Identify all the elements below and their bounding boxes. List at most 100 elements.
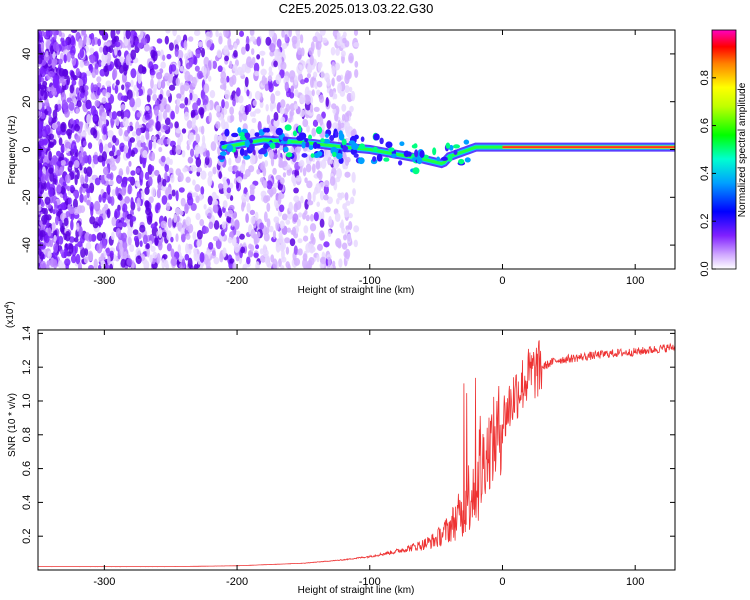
spectrogram-cell — [166, 89, 171, 98]
spectrogram-cell — [69, 84, 75, 94]
spectrogram-cell — [152, 63, 159, 70]
spectrogram-cell — [114, 84, 119, 95]
spectrogram-cell — [207, 175, 213, 187]
spectrogram-cell — [195, 157, 202, 168]
spectrogram-cell — [38, 74, 41, 85]
spectrogram-cell — [239, 233, 245, 240]
spectrogram-cell — [162, 124, 169, 130]
spectrogram-cell — [185, 176, 191, 183]
spectrogram-cell — [125, 30, 131, 40]
spectrogram-cell — [103, 65, 108, 73]
spectrogram-cell — [66, 97, 72, 103]
spectrogram-cell — [227, 236, 233, 244]
spectrogram-cell — [118, 194, 123, 201]
spectrogram-cell — [90, 105, 97, 116]
ridge-blob — [397, 160, 403, 166]
ridge-blob — [298, 132, 307, 140]
spectrogram-cell — [284, 34, 288, 42]
spectrogram-cell — [203, 226, 209, 234]
ridge-blob — [412, 167, 420, 175]
spectrogram-cell — [112, 68, 118, 80]
spectrogram-cell — [195, 195, 200, 204]
spectrogram-cell — [321, 111, 326, 119]
spectrogram-cell — [102, 166, 109, 176]
spectrogram-cell — [267, 78, 273, 90]
ridge-blob — [334, 130, 339, 138]
spectrogram-cell — [38, 123, 42, 129]
spectrogram-cell — [38, 31, 41, 42]
spectrogram-cell — [331, 65, 336, 75]
spectrogram-cell — [349, 86, 353, 93]
ridge-blob — [379, 137, 384, 145]
spectrogram-cell — [209, 90, 216, 99]
spectrogram-cell — [280, 61, 287, 71]
spectrogram-cell — [224, 55, 230, 62]
spectrogram-cell — [157, 138, 163, 145]
spectrogram-cell — [106, 58, 111, 66]
spectrogram-cell — [145, 242, 150, 250]
spectrogram-cell — [218, 134, 223, 143]
spectrogram-cell — [218, 207, 223, 219]
spectrogram-cell — [67, 197, 72, 205]
spectrogram-cell — [87, 250, 94, 262]
spectrogram-cell — [189, 92, 193, 101]
spectrogram-cell — [167, 217, 173, 229]
spectrogram-cell — [63, 217, 69, 227]
spectrogram-cell — [202, 94, 209, 106]
spectrogram-cell — [127, 41, 132, 51]
spectrogram-cell — [140, 141, 146, 148]
spectrogram-cell — [116, 110, 123, 117]
spectrogram-cell — [111, 216, 117, 227]
spectrogram-cell — [194, 146, 199, 158]
spectrogram-cell — [44, 196, 51, 206]
spectrogram-cell — [86, 166, 93, 177]
spectrogram-cell — [100, 253, 105, 261]
spectrogram-cell — [226, 187, 232, 194]
spectrogram-cell — [154, 237, 159, 246]
spectrogram-cell — [282, 172, 287, 178]
spectrogram-cell — [293, 187, 299, 194]
spectrogram-cell — [300, 195, 304, 204]
spectrogram-cell — [179, 133, 183, 143]
spectrogram-cell — [165, 30, 171, 34]
spectrogram-cell — [146, 93, 151, 103]
spectrogram-cell — [195, 133, 201, 144]
spectrogram-cell — [92, 115, 98, 122]
spectrogram-cell — [68, 243, 74, 254]
spectrogram-cell — [177, 60, 181, 68]
ridge-blob — [248, 143, 255, 152]
spectrogram-cell — [77, 241, 83, 248]
spectrogram-cell — [184, 253, 190, 261]
spectrogram-cell — [75, 135, 81, 143]
spectrogram-cell — [246, 191, 250, 203]
spectrogram-cell — [185, 62, 191, 70]
ridge-blob — [329, 135, 335, 142]
spectrogram-cell — [183, 111, 190, 121]
spectrogram-cell — [83, 35, 87, 46]
spectrogram-cell — [215, 121, 221, 129]
spectrogram-cell — [107, 63, 113, 72]
spectrogram-cell — [130, 79, 134, 88]
spectrogram-cell — [194, 65, 200, 72]
spectrogram-cell — [101, 192, 107, 204]
spectrogram-cell — [296, 64, 303, 75]
spectrogram-cell — [152, 93, 158, 102]
spectrogram-cell — [235, 87, 241, 97]
spectrogram-cell — [79, 186, 83, 195]
spectrogram-cell — [258, 152, 263, 160]
spectrogram-cell — [348, 220, 353, 231]
spectrogram-cell — [284, 237, 291, 244]
spectrogram-cell — [121, 84, 125, 91]
spectrogram-cell — [256, 168, 261, 175]
spectrogram-cell — [289, 238, 296, 247]
ridge-blob — [312, 141, 318, 150]
spectrogram-cell — [305, 263, 311, 269]
spectrogram-cell — [172, 30, 177, 37]
spectrogram-cell — [89, 54, 96, 64]
spectrogram-cell — [63, 53, 67, 64]
spectrogram-cell — [337, 119, 342, 131]
spectrogram-cell — [130, 68, 137, 79]
spectrogram-cell — [73, 145, 78, 153]
spectrogram-cell — [199, 219, 205, 227]
